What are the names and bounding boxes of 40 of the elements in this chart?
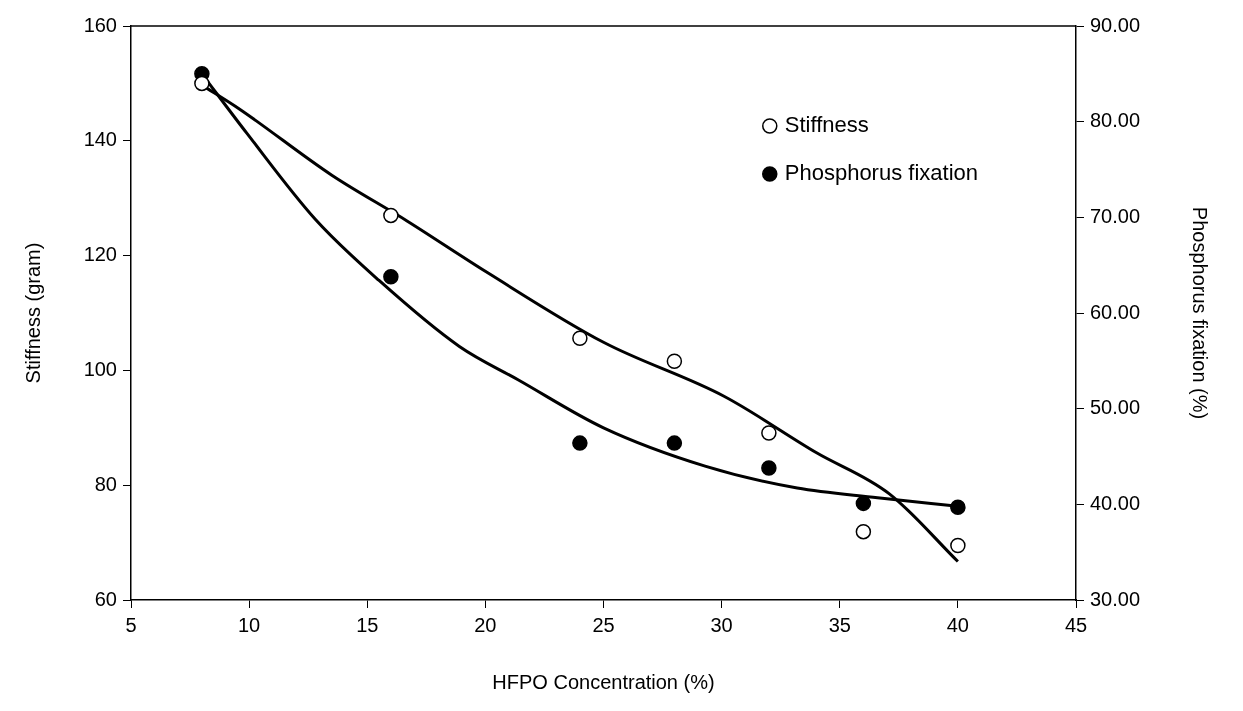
y-axis-title: Stiffness (gram) [21,242,44,384]
y2-tick-label: 80.00 [1090,109,1141,132]
y2-axis-title: Phosphorus fixation (%) [1189,206,1212,420]
y2-tick-label: 30.00 [1090,587,1141,610]
x-axis-title: HFPO Concentration (%) [492,670,715,693]
legend-label: Stiffness [784,112,869,138]
y-tick-label: 80 [94,472,117,495]
x-tick-label: 10 [238,613,261,636]
y2-tick-label: 60.00 [1090,300,1141,323]
point [855,495,872,512]
point [572,435,588,451]
point [761,460,777,476]
x-tick-label: 15 [356,613,379,636]
y2-tick-label: 50.00 [1090,396,1141,419]
x-tick-label: 5 [125,613,137,636]
point [855,523,872,540]
point [761,425,777,441]
point [572,330,588,347]
x-tick-label: 20 [474,613,497,636]
y2-tick-label: 70.00 [1090,204,1141,227]
x-tick-label: 40 [946,613,969,636]
x-tick-label: 25 [592,613,615,636]
point [383,268,399,285]
y-tick-label: 140 [83,128,117,151]
y2-tick-label: 90.00 [1090,13,1141,36]
point [194,75,210,92]
legend-label: Phosphorus fixation [784,160,978,186]
y-tick-label: 100 [83,357,117,380]
x-tick-label: 45 [1064,613,1088,636]
y-tick-label: 60 [94,587,117,610]
point [666,435,683,451]
point [950,537,966,554]
y2-tick-label: 40.00 [1090,491,1141,514]
x-tick-label: 30 [710,613,733,636]
y-tick-label: 120 [83,243,117,266]
y-tick-label: 160 [83,13,117,36]
point [666,353,683,369]
point [383,207,399,224]
x-tick-label: 35 [828,613,851,636]
point [950,499,966,515]
